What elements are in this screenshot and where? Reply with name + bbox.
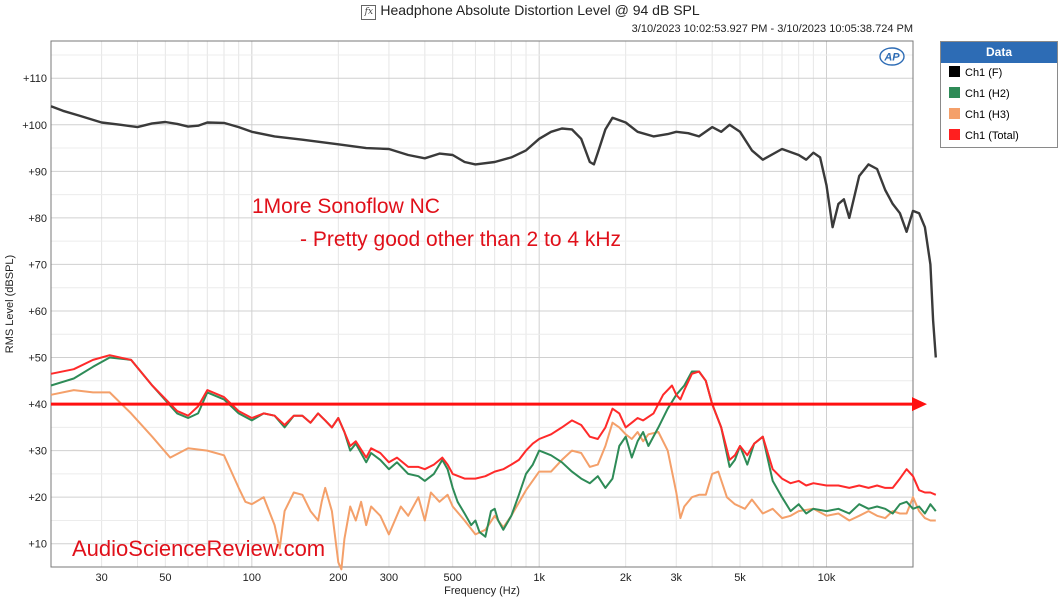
x-tick-label: 50 <box>159 572 171 584</box>
grid-lines <box>50 41 914 567</box>
legend-item-f[interactable]: Ch1 (F) <box>941 63 1057 84</box>
series-line-ch1-h3 <box>50 389 936 571</box>
y-tick-label: +90 <box>28 166 47 178</box>
x-axis-label: Frequency (Hz) <box>444 585 520 597</box>
svg-text:AP: AP <box>883 52 900 64</box>
y-tick-label: +70 <box>28 259 47 271</box>
legend-label: Ch1 (H2) <box>965 88 1010 100</box>
y-tick-label: +80 <box>28 213 47 225</box>
legend-item-h3[interactable]: Ch1 (H3) <box>941 105 1057 126</box>
series-lines <box>50 105 937 571</box>
y-tick-label: +10 <box>28 539 47 551</box>
x-tick-label: 3k <box>670 572 682 584</box>
legend-swatch <box>949 129 960 140</box>
watermark: AudioScienceReview.com <box>72 536 325 561</box>
y-tick-labels: +10 +20 +30 +40 +50 +60 +70 +80 +90 +100 +110 <box>22 73 47 550</box>
y-axis-label: RMS Level (dBSPL) <box>4 255 16 353</box>
y-tick-label: +100 <box>22 120 47 132</box>
legend-label: Ch1 (H3) <box>965 109 1010 121</box>
time-range: 3/10/2023 10:02:53.927 PM - 3/10/2023 10… <box>631 23 913 35</box>
legend-label: Ch1 (F) <box>965 67 1003 79</box>
legend-swatch <box>949 66 960 77</box>
x-tick-label: 500 <box>443 572 461 584</box>
legend-header: Data <box>941 42 1057 63</box>
legend-item-total[interactable]: Ch1 (Total) <box>941 126 1057 147</box>
legend: Data Ch1 (F) Ch1 (H2) Ch1 (H3) Ch1 (Tota… <box>940 41 1058 148</box>
threshold-arrow <box>51 397 927 412</box>
y-tick-label: +40 <box>28 399 47 411</box>
x-tick-label: 10k <box>818 572 836 584</box>
ap-logo-icon: AP <box>879 47 905 66</box>
chart-title-bar: fx Headphone Absolute Distortion Level @ … <box>0 2 1061 20</box>
x-tick-label: 200 <box>329 572 347 584</box>
y-tick-label: +20 <box>28 492 47 504</box>
x-tick-label: 1k <box>533 572 545 584</box>
y-tick-label: +50 <box>28 353 47 365</box>
plot-frame <box>50 40 914 568</box>
series-line-ch1-total <box>50 354 937 496</box>
x-tick-label: 5k <box>734 572 746 584</box>
arrow-head <box>912 397 927 412</box>
y-tick-label: +30 <box>28 446 47 458</box>
x-tick-label: 2k <box>620 572 632 584</box>
legend-swatch <box>949 87 960 98</box>
fx-icon: fx <box>361 5 377 20</box>
x-tick-labels: 30 50 100 200 300 500 1k 2k 3k 5k 10k <box>95 572 835 584</box>
annotation-note: - Pretty good other than 2 to 4 kHz <box>300 228 621 251</box>
y-tick-label: +60 <box>28 306 47 318</box>
x-tick-label: 300 <box>380 572 398 584</box>
legend-swatch <box>949 108 960 119</box>
chart-title: Headphone Absolute Distortion Level @ 94… <box>380 2 700 18</box>
y-tick-label: +110 <box>23 73 47 85</box>
x-tick-label: 100 <box>243 572 261 584</box>
annotation-model: 1More Sonoflow NC <box>252 195 440 218</box>
x-tick-label: 30 <box>95 572 107 584</box>
legend-item-h2[interactable]: Ch1 (H2) <box>941 84 1057 105</box>
series-line-ch1-f <box>50 105 937 358</box>
series-line-ch1-h2 <box>50 356 937 538</box>
legend-label: Ch1 (Total) <box>965 130 1019 142</box>
